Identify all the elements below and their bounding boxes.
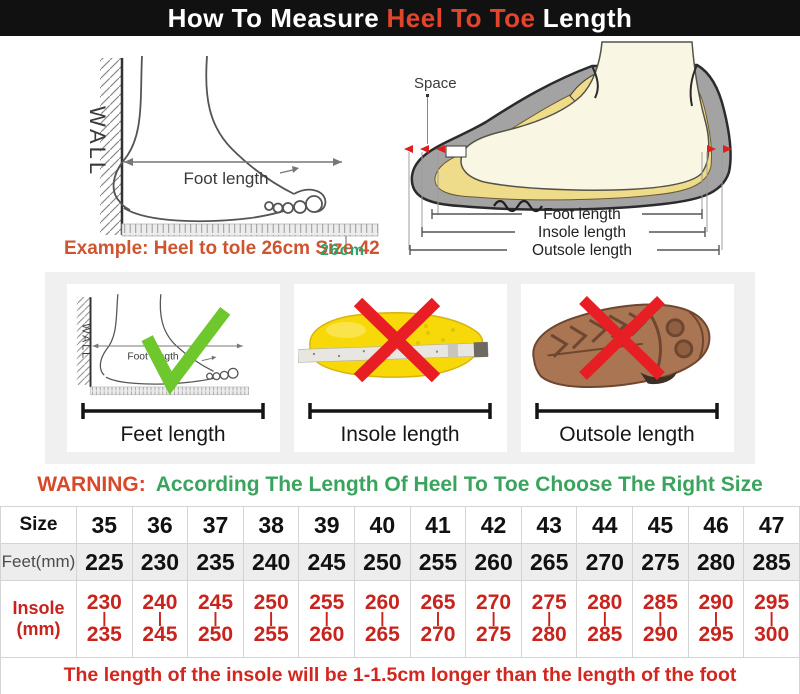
insole-mm-cell: 280 | 285 bbox=[576, 580, 634, 658]
shoe-cross-section-diagram: Space Foot length Insole length Outsole … bbox=[404, 41, 732, 259]
size-cell: 45 bbox=[632, 506, 689, 544]
collar-front-edge bbox=[591, 65, 599, 99]
size-cell: 38 bbox=[242, 506, 300, 544]
sole-tread-wave bbox=[493, 199, 543, 213]
checkmark-icon bbox=[141, 306, 230, 395]
dimension-bracket bbox=[535, 403, 719, 419]
insole-mm-cell: 275 | 280 bbox=[520, 580, 578, 658]
feet-mm-cell: 240 bbox=[242, 543, 300, 581]
panel-outsole-length: Outsole length bbox=[520, 284, 734, 452]
size-cell: 39 bbox=[298, 506, 356, 544]
size-row-label: Size bbox=[0, 506, 77, 544]
insole-mm-cell: 290 | 295 bbox=[687, 580, 745, 658]
insole-mm-cell: 255 | 260 bbox=[298, 580, 356, 658]
shoe-insole-length-label: Insole length bbox=[538, 224, 626, 241]
wall-label: WALL bbox=[85, 106, 110, 177]
feet-mm-cell: 280 bbox=[687, 543, 745, 581]
shoe-foot-length-label: Foot length bbox=[543, 206, 621, 223]
feet-mm-cell: 250 bbox=[354, 543, 411, 581]
feet-mm-cell: 225 bbox=[76, 543, 133, 581]
foot-wall-diagram: WALL Foot length bbox=[85, 55, 379, 252]
panel-label-outsole: Outsole length bbox=[559, 423, 695, 446]
example-text: Example: Heel to tole 26cm Size 42 bbox=[64, 238, 380, 259]
dimension-bracket bbox=[308, 403, 492, 419]
feet-row: Feet(mm) 225 230 235 240 245 250 255 260 265 270 2… bbox=[0, 543, 800, 581]
size-cell: 36 bbox=[131, 506, 189, 544]
foot-length-label: Foot length bbox=[183, 169, 268, 188]
warning-text: According The Length Of Heel To Toe Choo… bbox=[155, 473, 763, 496]
size-cell: 47 bbox=[743, 506, 800, 544]
feet-mm-cell: 255 bbox=[409, 543, 467, 581]
dimension-lines bbox=[409, 209, 720, 255]
wall-hatching bbox=[76, 297, 91, 385]
title-part1: How To Measure bbox=[167, 2, 380, 33]
title-bar: How To Measure Heel To Toe Length bbox=[0, 0, 800, 36]
panel-insole-length: Insole length bbox=[293, 284, 507, 452]
space-annotation: Space bbox=[414, 75, 457, 144]
dimension-bracket bbox=[81, 403, 265, 419]
space-label: Space bbox=[414, 75, 457, 92]
toe-gap-highlight bbox=[445, 145, 467, 158]
insole-mm-cell: 285 | 290 bbox=[632, 580, 689, 658]
title-part2: Length bbox=[542, 2, 633, 33]
foot-outline bbox=[112, 55, 327, 223]
guide-lines bbox=[408, 152, 723, 250]
insole-mm-cell: 230 | 235 bbox=[76, 580, 133, 658]
panel-feet-length: WALL Foot length bbox=[66, 284, 280, 452]
warning-line: WARNING: According The Length Of Heel To … bbox=[0, 464, 800, 506]
insole-mm-cell: 240 | 245 bbox=[131, 580, 189, 658]
cross-icon bbox=[578, 296, 665, 380]
outsole-illustration bbox=[531, 296, 710, 389]
insole-mm-cell: 245 | 250 bbox=[187, 580, 244, 658]
size-table: Size 35 36 37 38 39 40 41 42 43 44 45 46 47 Feet(mm)… bbox=[0, 506, 800, 658]
collar-back-edge bbox=[689, 64, 698, 107]
panel-label-feet: Feet length bbox=[120, 423, 226, 446]
shoe-outsole-length-label: Outsole length bbox=[532, 242, 632, 259]
insole-row: Insole (mm) 230 | 235 240 | 245 245 | 250 250 | 255… bbox=[0, 580, 800, 658]
insole-mm-cell: 270 | 275 bbox=[465, 580, 522, 658]
method-panels: WALL Foot length bbox=[45, 272, 755, 464]
size-cell: 35 bbox=[76, 506, 133, 544]
feet-row-label: Feet(mm) bbox=[0, 543, 77, 581]
feet-mm-cell: 285 bbox=[743, 543, 800, 581]
feet-mm-cell: 275 bbox=[632, 543, 689, 581]
insole-mm-cell: 250 | 255 bbox=[242, 580, 300, 658]
wall-hatching bbox=[100, 58, 122, 235]
footer-note: The length of the insole will be 1-1.5cm… bbox=[0, 658, 800, 694]
measure-section: WALL Foot length bbox=[0, 36, 800, 272]
insole-row-label: Insole (mm) bbox=[0, 580, 77, 658]
feet-mm-cell: 235 bbox=[187, 543, 244, 581]
size-cell: 46 bbox=[687, 506, 745, 544]
insole-mm-cell: 260 | 265 bbox=[354, 580, 411, 658]
title-highlight: Heel To Toe bbox=[386, 2, 536, 33]
feet-mm-cell: 260 bbox=[465, 543, 522, 581]
size-cell: 42 bbox=[465, 506, 522, 544]
outsole-shape bbox=[531, 303, 710, 389]
size-cell: 41 bbox=[409, 506, 467, 544]
cross-icon bbox=[353, 297, 440, 383]
ruler-measurement: 26cm bbox=[320, 242, 365, 259]
size-cell: 43 bbox=[520, 506, 578, 544]
floor-ruler bbox=[121, 223, 379, 237]
foot-in-shoe bbox=[460, 41, 710, 191]
red-measure-markers bbox=[404, 145, 732, 153]
feet-mm-cell: 245 bbox=[298, 543, 356, 581]
insole-illustration bbox=[297, 297, 488, 383]
size-row: Size 35 36 37 38 39 40 41 42 43 44 45 46 47 bbox=[0, 506, 800, 544]
foot-wall-mini-diagram: WALL Foot length bbox=[76, 294, 249, 396]
foot-length-arrow: Foot length bbox=[124, 158, 342, 188]
feet-mm-cell: 265 bbox=[520, 543, 578, 581]
size-cell: 40 bbox=[354, 506, 411, 544]
wall-label: WALL bbox=[79, 324, 91, 361]
insole-mm-cell: 265 | 270 bbox=[409, 580, 467, 658]
size-cell: 37 bbox=[187, 506, 244, 544]
size-cell: 44 bbox=[576, 506, 634, 544]
feet-mm-cell: 230 bbox=[131, 543, 189, 581]
feet-mm-cell: 270 bbox=[576, 543, 634, 581]
warning-label: WARNING: bbox=[37, 473, 146, 496]
panel-label-insole: Insole length bbox=[340, 423, 460, 446]
insole-mm-cell: 295 | 300 bbox=[743, 580, 800, 658]
foot-length-arrow: Foot length bbox=[91, 343, 243, 363]
